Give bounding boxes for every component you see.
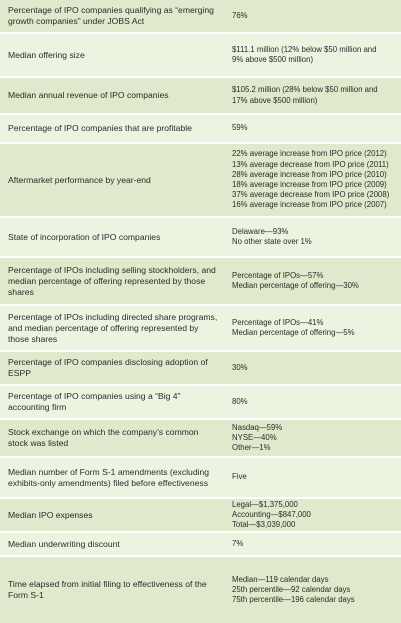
table-row: Percentage of IPO companies qualifying a… [0, 0, 401, 32]
value-line: Other—1% [232, 443, 271, 453]
value-line: No other state over 1% [232, 237, 312, 246]
row-label: Percentage of IPOs including selling sto… [8, 264, 216, 297]
value-line: $111.1 million (12% below $50 million an… [232, 44, 377, 54]
row-value: $105.2 million (28% below $50 million an… [226, 85, 401, 105]
value-line: Percentage of IPOs—41% [232, 317, 324, 327]
row-value: Legal—$1,375,000 Accounting—$847,000 Total… [226, 500, 401, 531]
table-row: Time elapsed from initial filing to effe… [0, 557, 401, 623]
value-line: Percentage of IPOs—57% [232, 270, 324, 280]
value-line: 16% average increase from IPO price (200… [232, 200, 387, 210]
row-value: Percentage of IPOs—41% Median percentage … [226, 318, 401, 338]
table-row: Percentage of IPO companies that are pro… [0, 115, 401, 142]
table-row: State of incorporation of IPO companies D… [0, 218, 401, 256]
value-line: 18% average increase from IPO price (200… [232, 180, 387, 189]
row-label: Median IPO expenses [8, 509, 93, 520]
value-line: Nasdaq—59% [232, 422, 283, 432]
value-line: Median percentage of offering—30% [232, 281, 359, 290]
value-line: Accounting—$847,000 [232, 509, 311, 519]
row-value: Median—119 calendar days 25th percentile—… [226, 575, 401, 606]
value-line: Median percentage of offering—5% [232, 328, 355, 337]
row-label: Percentage of IPOs including directed sh… [8, 311, 218, 344]
table-row: Percentage of IPOs including selling sto… [0, 258, 401, 304]
row-label: Percentage of IPO companies disclosing a… [8, 357, 208, 378]
row-value: Delaware—93% No other state over 1% [226, 227, 401, 247]
row-value: Nasdaq—59% NYSE—40% Other—1% [226, 423, 401, 454]
table-row: Median offering size $111.1 million (12% … [0, 34, 401, 76]
value-line: 13% average decrease from IPO price (201… [232, 159, 389, 169]
value-line: 30% [232, 362, 248, 372]
row-value: 76% [226, 11, 401, 21]
row-label: State of incorporation of IPO companies [8, 231, 161, 242]
table-row: Median annual revenue of IPO companies $1… [0, 78, 401, 113]
row-label: Percentage of IPO companies using a “Big… [8, 391, 181, 412]
row-label: Median annual revenue of IPO companies [8, 90, 169, 100]
table-row: Aftermarket performance by year-end 22% a… [0, 144, 401, 216]
value-line: $105.2 million (28% below $50 million an… [232, 85, 378, 95]
row-value: Percentage of IPOs—57% Median percentage … [226, 271, 401, 291]
value-line: 76% [232, 10, 248, 20]
table-row: Percentage of IPO companies using a “Big… [0, 386, 401, 418]
value-line: NYSE—40% [232, 432, 277, 442]
table-row: Percentage of IPO companies disclosing a… [0, 352, 401, 384]
row-label: Aftermarket performance by year-end [8, 174, 151, 185]
row-label: Median number of Form S-1 amendments (ex… [8, 466, 210, 488]
row-value: 22% average increase from IPO price (201… [226, 149, 401, 210]
value-line: Total—$3,039,000 [232, 520, 296, 530]
value-line: 59% [232, 123, 248, 133]
row-label: Stock exchange on which the company’s co… [8, 427, 199, 448]
table-row: Stock exchange on which the company’s co… [0, 420, 401, 456]
row-label: Median underwriting discount [8, 538, 120, 549]
row-value: 7% [226, 539, 401, 549]
row-value: $111.1 million (12% below $50 million an… [226, 45, 401, 65]
value-line: 75th percentile—196 calendar days [232, 595, 355, 605]
value-line: 25th percentile—92 calendar days [232, 584, 351, 594]
value-line: Median—119 calendar days [232, 574, 329, 584]
table-row: Median IPO expenses Legal—$1,375,000 Accou… [0, 499, 401, 531]
value-line: Legal—$1,375,000 [232, 499, 298, 509]
table-row: Median number of Form S-1 amendments (ex… [0, 458, 401, 497]
value-line: 7% [232, 538, 244, 548]
value-line: 37% average decrease from IPO price (200… [232, 190, 390, 200]
row-label: Percentage of IPO companies qualifying a… [8, 5, 214, 26]
row-label: Time elapsed from initial filing to effe… [8, 579, 207, 600]
value-line: Delaware—93% [232, 226, 289, 236]
value-line: 9% above $500 million) [232, 55, 314, 64]
row-label: Median offering size [8, 49, 85, 60]
row-value: 30% [226, 363, 401, 373]
value-line: Five [232, 472, 247, 482]
table-row: Percentage of IPOs including directed sh… [0, 306, 401, 350]
row-value: Five [226, 472, 401, 482]
value-line: 28% average increase from IPO price (201… [232, 169, 387, 179]
row-label: Percentage of IPO companies that are pro… [8, 123, 192, 133]
table-row: Median underwriting discount 7% [0, 533, 401, 555]
value-line: 22% average increase from IPO price (201… [232, 149, 387, 159]
row-value: 80% [226, 397, 401, 407]
row-value: 59% [226, 123, 401, 133]
value-line: 17% above $500 million) [232, 95, 318, 105]
value-line: 80% [232, 396, 248, 406]
